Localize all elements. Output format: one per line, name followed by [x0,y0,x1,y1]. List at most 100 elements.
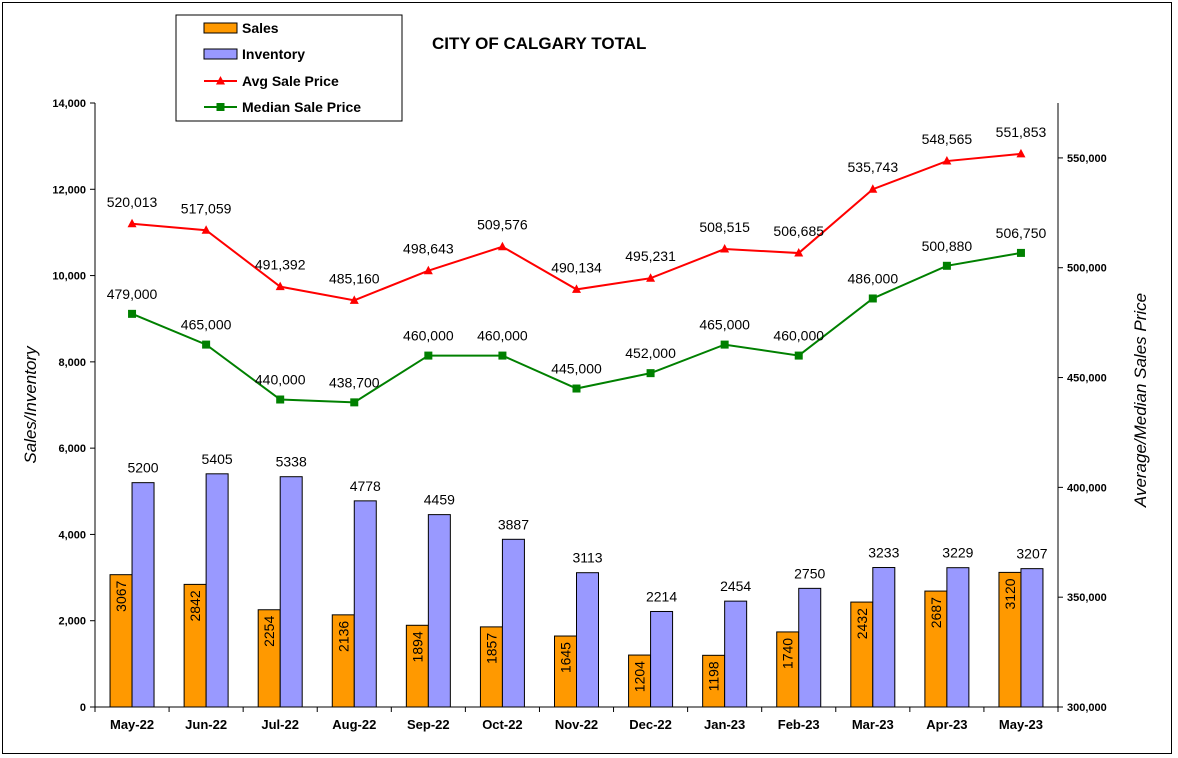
legend-label-sales: Sales [242,20,279,36]
avg-sale-price-data-label: 548,565 [922,131,973,147]
inventory-data-label: 4459 [424,492,455,508]
avg-sale-price-data-label: 491,392 [255,257,306,273]
inventory-data-label: 3233 [868,545,899,561]
y-right-tick-label: 450,000 [1067,373,1107,385]
median-sale-price-marker [276,395,285,404]
inventory-data-label: 2750 [794,565,825,581]
median-sale-price-marker [794,351,803,360]
inventory-bar [353,500,377,708]
sales-data-label: 2254 [261,616,277,647]
avg-sale-price-data-label: 535,743 [848,159,899,175]
avg-sale-price-data-label: 508,515 [699,219,750,235]
sales-data-label: 2687 [928,597,944,628]
x-tick-label: Jul-22 [261,717,299,732]
median-sale-price-data-label: 465,000 [181,317,232,333]
avg-sale-price-data-label: 485,160 [329,270,380,286]
avg-sale-price-marker [127,218,137,228]
sales-data-label: 1857 [483,633,499,664]
inventory-bar [1020,568,1044,708]
median-sale-price-data-label: 500,880 [922,238,973,254]
y-right-tick-label: 350,000 [1067,592,1107,604]
median-sale-price-marker [202,340,211,349]
median-sale-price-data-label: 452,000 [625,345,676,361]
legend-label-avg: Avg Sale Price [242,73,339,89]
x-tick-label: Oct-22 [482,717,522,732]
legend-marker-median [216,103,225,111]
avg-sale-price-marker [275,281,285,291]
y-axis-right-label: Average/Median Sales Price [1131,293,1150,508]
inventory-bar [501,538,525,708]
legend-label-median: Median Sale Price [242,99,361,115]
avg-sale-price-marker [349,295,359,304]
inventory-bar [427,514,451,708]
median-sale-price-data-label: 460,000 [403,328,454,344]
median-sale-price-marker [128,309,137,318]
chart-title: CITY OF CALGARY TOTAL [432,34,646,53]
x-tick-label: May-23 [999,717,1043,732]
avg-sale-price-data-label: 551,853 [996,124,1047,140]
bars-layer [109,473,1044,708]
inventory-data-label: 5405 [202,451,233,467]
sales-data-label: 2136 [335,621,351,652]
avg-sale-price-marker [942,156,952,165]
avg-sale-price-data-label: 490,134 [551,259,602,275]
inventory-data-label: 5338 [276,454,307,470]
avg-sale-price-marker [1016,148,1026,158]
x-tick-label: Jan-23 [704,717,745,732]
sales-data-label: 1198 [706,661,722,691]
x-tick-label: Feb-23 [778,717,820,732]
median-sale-price-data-label: 479,000 [107,286,158,302]
inventory-bar [279,476,303,708]
x-tick-label: May-22 [110,717,154,732]
inventory-bar [872,567,896,708]
median-sale-price-marker [1016,248,1025,257]
y-left-tick-label: 6,000 [58,443,86,455]
sales-data-label: 3067 [113,580,129,611]
x-tick-label: Sep-22 [407,717,450,732]
inventory-bar [205,473,229,708]
legend-swatch-inventory [203,48,238,60]
median-sale-price-data-label: 440,000 [255,372,306,388]
x-tick-label: Nov-22 [555,717,598,732]
y-left-tick-label: 12,000 [52,184,86,196]
y-axis-left-label: Sales/Inventory [21,345,40,464]
sales-data-label: 1740 [780,638,796,669]
inventory-data-label: 5200 [127,460,158,476]
y-right-tick-label: 550,000 [1067,153,1107,165]
inventory-bar [650,610,674,708]
median-sale-price-data-label: 486,000 [848,270,899,286]
sales-data-label: 2842 [187,590,203,621]
median-sale-price-marker [572,384,581,393]
inventory-bar [724,600,748,708]
sales-data-label: 3120 [1002,578,1018,609]
median-sale-price-data-label: 445,000 [551,361,602,377]
median-sale-price-marker [720,340,729,349]
x-tick-label: Mar-23 [852,717,894,732]
avg-sale-price-data-label: 498,643 [403,241,454,257]
median-sale-price-data-label: 460,000 [477,328,528,344]
legend-label-inventory: Inventory [242,46,305,62]
data-labels-layer: 3067 5200 2842 5405 2254 5338 2136 4778 1894 4459… [107,124,1048,692]
median-sale-price-marker [498,351,507,360]
x-tick-label: Dec-22 [629,717,672,732]
median-sale-price-marker [942,261,951,270]
y-right-tick-label: 400,000 [1067,482,1107,494]
y-right-tick-label: 500,000 [1067,263,1107,275]
x-tick-label: Apr-23 [926,717,967,732]
legend-marker-avg [216,76,225,85]
avg-sale-price-marker [720,244,730,253]
avg-sale-price-marker [572,284,581,293]
avg-sale-price-marker [201,225,211,234]
median-sale-price-marker [868,294,877,303]
y-left-tick-label: 14,000 [52,98,86,110]
y-left-tick-label: 8,000 [58,357,86,369]
inventory-data-label: 3229 [942,545,973,561]
avg-sale-price-marker [646,273,656,282]
inventory-bar [131,482,155,708]
y-left-tick-label: 10,000 [52,271,86,283]
median-sale-price-data-label: 438,700 [329,374,380,390]
avg-sale-price-marker [423,265,433,275]
y-left-tick-label: 2,000 [58,616,86,628]
